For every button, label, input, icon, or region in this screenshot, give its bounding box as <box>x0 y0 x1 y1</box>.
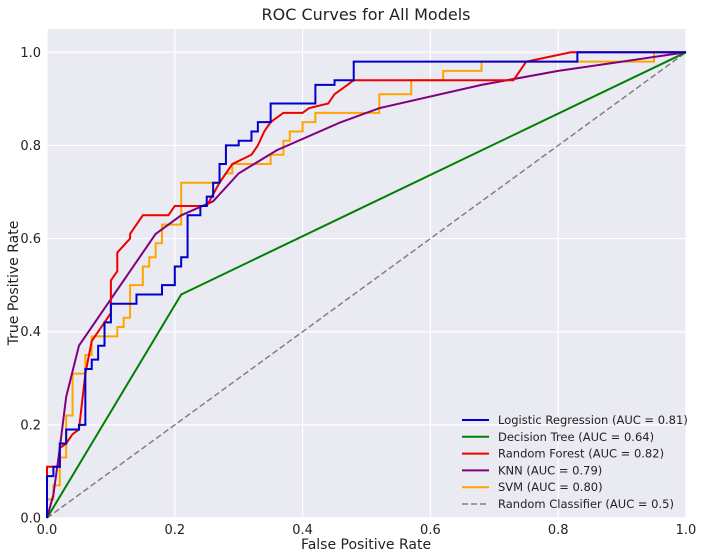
legend: Logistic Regression (AUC = 0.81) Decision… <box>462 413 688 511</box>
legend-entry: KNN (AUC = 0.79) <box>498 463 602 477</box>
legend-entry: SVM (AUC = 0.80) <box>498 480 603 494</box>
x-tick-label: 0.6 <box>420 523 441 538</box>
legend-entry: Decision Tree (AUC = 0.64) <box>498 430 654 444</box>
y-tick-label: 1.0 <box>20 46 41 61</box>
series-line <box>46 51 687 519</box>
legend-entry: Random Forest (AUC = 0.82) <box>498 447 664 461</box>
x-tick-label: 0.8 <box>548 523 569 538</box>
series-line <box>46 51 687 519</box>
x-tick-label: 0.2 <box>164 523 185 538</box>
y-tick-label: 0.0 <box>20 512 41 527</box>
legend-entry: Random Classifier (AUC = 0.5) <box>498 497 674 511</box>
series-lines <box>46 51 687 519</box>
y-tick-label: 0.4 <box>20 325 41 340</box>
x-tick-label: 1.0 <box>676 523 697 538</box>
series-line <box>46 51 687 519</box>
plot-area <box>47 29 686 518</box>
y-tick-label: 0.6 <box>20 232 41 247</box>
series-line <box>46 51 686 518</box>
chart-title: ROC Curves for All Models <box>262 5 471 24</box>
x-tick-label: 0.0 <box>37 523 58 538</box>
y-tick-label: 0.8 <box>20 139 41 154</box>
series-line <box>46 51 686 518</box>
x-tick-label: 0.4 <box>292 523 313 538</box>
y-axis-label: True Positive Rate <box>6 221 22 347</box>
x-tick-labels: 0.0 0.2 0.4 0.6 0.8 1.0 <box>37 523 697 538</box>
legend-entry: Logistic Regression (AUC = 0.81) <box>498 413 688 427</box>
y-tick-labels: 0.0 0.2 0.4 0.6 0.8 1.0 <box>20 46 41 527</box>
y-tick-label: 0.2 <box>20 418 41 433</box>
x-axis-label: False Positive Rate <box>301 537 431 553</box>
